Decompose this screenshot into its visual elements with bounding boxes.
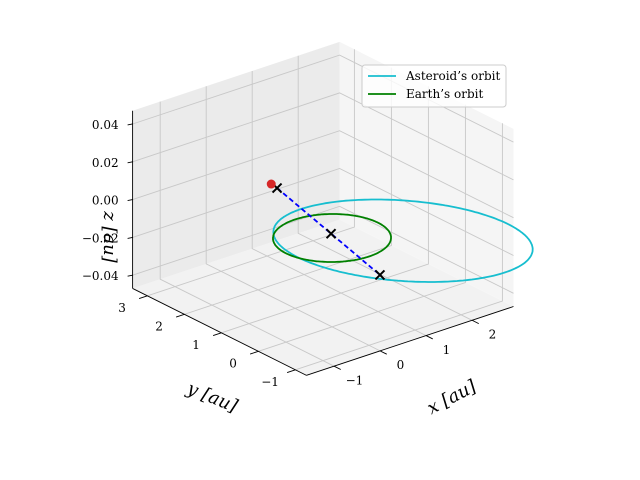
legend-frame [361,64,507,108]
y-axis-label: y [au] [183,378,241,418]
x-gridline [251,71,427,337]
legend-label-asteroid: Asteroid’s orbit [405,69,500,83]
x-marker-stroke [325,228,337,239]
z-axis-label: z [au] [99,210,120,264]
y-tick-label: 1 [192,338,200,352]
z-gridline [132,92,514,181]
legend-label-earth: Earth’s orbit [406,87,483,101]
asteroid-orbit-line [272,198,534,283]
x-marker [325,228,337,239]
z-tick-mark [127,161,133,164]
orbit-markers [266,179,386,281]
y-tick-label: 0 [229,357,237,371]
x-tick-label: −1 [346,373,364,387]
z-gridline [132,54,514,143]
x-axis-line [306,306,514,376]
y-gridline [184,67,392,315]
z-tick-mark [127,199,133,202]
x-tick-label: 2 [489,327,497,341]
z-tick-mark [127,123,133,126]
x-tick-mark [425,335,433,340]
y-tick-mark [175,313,185,318]
x-gridline [205,86,381,352]
x-tick-label: 1 [443,343,451,357]
y-gridline [147,49,355,297]
z-tick-label: −0.04 [82,269,119,283]
y-tick-label: −1 [261,375,279,389]
x-tick-mark [333,365,341,370]
x-tick-label: 0 [397,358,405,372]
y-tick-mark [249,350,259,355]
z-gridline [132,168,514,256]
legend: Asteroid’s orbit Earth’s orbit [361,64,507,108]
z-gridline [132,205,514,294]
grid-lines [132,49,514,371]
y-gridline [295,123,503,371]
z-tick-label: 0.04 [92,118,119,132]
y-axis-line [132,288,307,376]
x-axis-label: x [au] [424,376,481,420]
y-tick-mark [138,295,148,299]
x-tick-mark [379,350,387,355]
x-gridline [159,101,335,367]
z-tick-mark [127,274,133,277]
y-tick-mark [212,332,222,336]
y-tick-mark [286,369,296,373]
y-gridline [221,86,429,334]
y-gridline [258,104,466,352]
orbit-series [272,198,534,283]
z-tick-label: 0.00 [92,194,119,208]
x-marker-stroke [374,269,386,281]
z-tick-label: 0.02 [92,156,119,170]
position-dot [266,179,276,189]
x-marker [374,269,386,281]
z-tick-mark [127,236,133,239]
z-tick-label: −0.02 [82,231,119,245]
floor-pane [132,219,514,376]
earth-orbit-line [272,213,392,263]
x-tick-mark [471,319,479,325]
x-gridline [297,55,473,321]
y-tick-label: 2 [155,320,163,334]
x-marker-stroke [271,182,283,194]
y-tick-label: 3 [118,301,126,315]
z-gridline [132,130,514,219]
axis-ticks: −1 0 1 2 −1 0 1 2 3 −0.04 −0.02 0.00 0.02 0.04 [82,118,496,389]
